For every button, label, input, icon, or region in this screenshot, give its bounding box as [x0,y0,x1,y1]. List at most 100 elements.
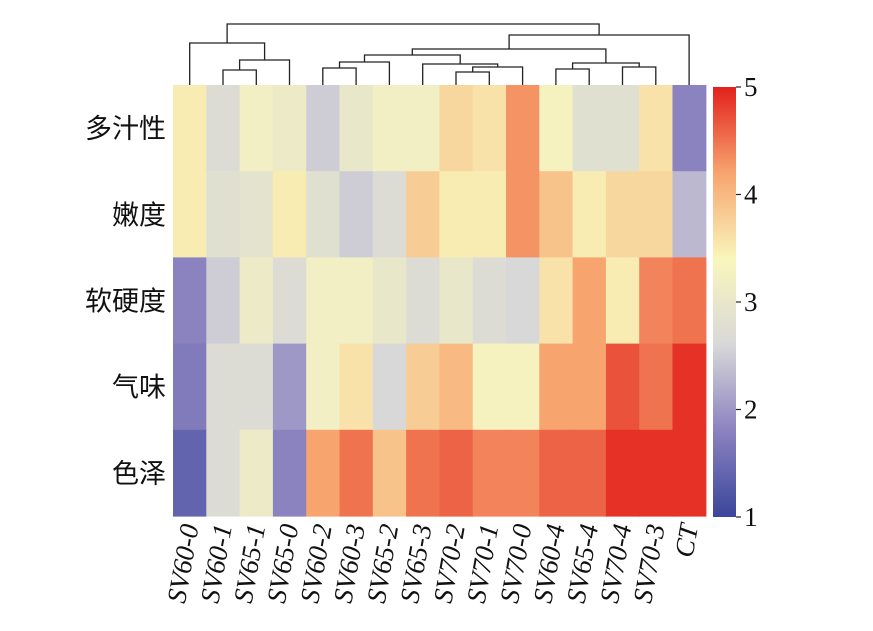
heatmap-cell [439,85,474,172]
heatmap-cell [339,343,374,431]
column-dendrogram [189,23,690,85]
dendrogram-branch [571,62,640,69]
heatmap-cell [339,171,374,258]
heatmap-cells [173,85,707,517]
heatmap-cell [639,85,674,172]
heatmap-cell [173,85,207,172]
heatmap-cell [672,257,707,345]
heatmap-cell [339,257,374,345]
heatmap-cell [306,85,341,172]
heatmap-cell [439,257,474,345]
heatmap-cell [672,171,707,258]
dendrogram-branch [621,66,657,85]
heatmap-cell [272,343,307,431]
heatmap-cell [372,257,407,345]
heatmap-cell [639,429,674,517]
heatmap-cell [639,343,674,431]
row-label: 气味 [112,373,166,404]
heatmap-cell [239,257,274,345]
row-label: 软硬度 [85,287,166,318]
heatmap-cell [239,171,274,258]
heatmap-cell [439,343,474,431]
heatmap-cell [173,343,207,431]
heatmap-cell [506,429,540,517]
dendrogram-branch [238,59,291,85]
colorbar: 1 2 3 4 5 [713,72,758,532]
heatmap-cell [206,257,241,345]
colorbar-tick-label: 2 [744,395,758,425]
heatmap-cell [406,343,440,431]
row-label: 色泽 [112,459,166,490]
heatmap-cell [506,171,540,258]
heatmap-cell [339,85,374,172]
dendrogram-branch [322,67,357,85]
heatmap-cell [372,343,407,431]
heatmap-cell [672,343,707,431]
heatmap-cell [506,343,540,431]
heatmap-cell [572,429,607,517]
heatmap-cell [472,85,507,172]
heatmap-cell [539,171,574,258]
heatmap-cell [272,257,307,345]
dendrogram-branch [411,48,607,63]
colorbar-tick-label: 3 [744,287,758,317]
dendrogram-branch [189,42,266,85]
heatmap-cell [472,257,507,345]
heatmap-cell [239,429,274,517]
heatmap-cell [306,171,341,258]
heatmap-cell [239,85,274,172]
heatmap-cell [605,171,640,258]
dendrogram-branch [555,68,590,85]
heatmap-cell [272,171,307,258]
row-label: 嫩度 [112,200,166,231]
heatmap-cell [339,429,374,517]
heatmap-cell [306,429,341,517]
dendrogram-branch [226,23,600,43]
heatmap-cell [472,171,507,258]
heatmap-cell [406,429,440,517]
heatmap-cell [572,171,607,258]
column-labels: SV60-0SV60-1SV65-1SV65-0SV60-2SV60-3SV65… [161,520,704,605]
heatmap-cell [472,429,507,517]
heatmap-cell [572,257,607,345]
heatmap-cell [539,343,574,431]
heatmap-cell [506,85,540,172]
heatmap-cell [506,257,540,345]
heatmap-cell [206,429,241,517]
heatmap-cell [605,85,640,172]
dendrogram-branch [472,66,524,85]
heatmap-cell [306,257,341,345]
heatmap-cell [406,257,440,345]
dendrogram-branch [455,71,490,85]
heatmap-cell [672,85,707,172]
heatmap-cell [272,85,307,172]
heatmap-cell [605,343,640,431]
heatmap-cell [173,171,207,258]
row-label: 多汁性 [85,114,166,145]
heatmap-cell [206,343,241,431]
heatmap-cell [639,171,674,258]
heatmap-cell [173,429,207,517]
heatmap-cell [572,85,607,172]
heatmap-cell [206,171,241,258]
heatmap-cell [239,343,274,431]
heatmap-cell [539,257,574,345]
heatmap-cell [173,257,207,345]
heatmap-cell [372,85,407,172]
dendrogram-branch [222,69,257,85]
heatmap-cell [406,171,440,258]
heatmap-cell [605,429,640,517]
dendrogram-branch [508,34,690,85]
colorbar-tick-label: 4 [744,180,758,210]
heatmap-cell [272,429,307,517]
heatmap-cell [439,171,474,258]
heatmap-cell [539,429,574,517]
heatmap-cell [572,343,607,431]
heatmap-cell [406,85,440,172]
heatmap-cell [372,429,407,517]
heatmap-cell [439,429,474,517]
colorbar-gradient [713,87,736,517]
heatmap-cell [306,343,341,431]
